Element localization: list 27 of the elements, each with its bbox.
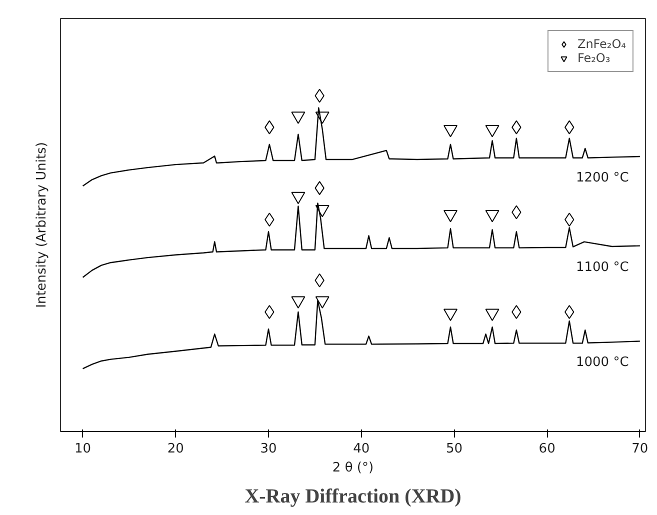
point — [485, 308, 500, 321]
x-tick-label: 20 — [167, 442, 184, 456]
point — [315, 112, 330, 124]
x-axis-title: 2 θ (°) — [332, 460, 374, 476]
series-label: 1100 °C — [576, 260, 629, 275]
point — [444, 308, 458, 321]
x-tick-label: 30 — [260, 442, 277, 456]
point — [485, 125, 500, 138]
x-tick-label: 60 — [538, 442, 556, 456]
point — [444, 210, 458, 222]
point — [444, 125, 458, 138]
x-tick-label: 50 — [446, 442, 462, 456]
series-label: 1200 °C — [576, 170, 629, 186]
point — [291, 112, 306, 124]
point — [485, 210, 500, 222]
text: X-Ray Diffraction (XRD) — [244, 486, 462, 508]
x-tick-label: 40 — [353, 442, 370, 456]
point — [315, 204, 330, 218]
legend-label: Fe₂O₃ — [577, 51, 610, 65]
point — [315, 296, 330, 309]
legend-label: ZnFe₂O₄ — [577, 37, 626, 51]
series-label: 1000 °C — [576, 355, 629, 370]
point — [291, 192, 306, 204]
point — [291, 296, 306, 309]
x-tick-label: 10 — [74, 442, 92, 456]
y-axis-title: Intensity (Arbitrary Units) — [34, 142, 50, 308]
x-tick-label: 70 — [632, 442, 648, 456]
